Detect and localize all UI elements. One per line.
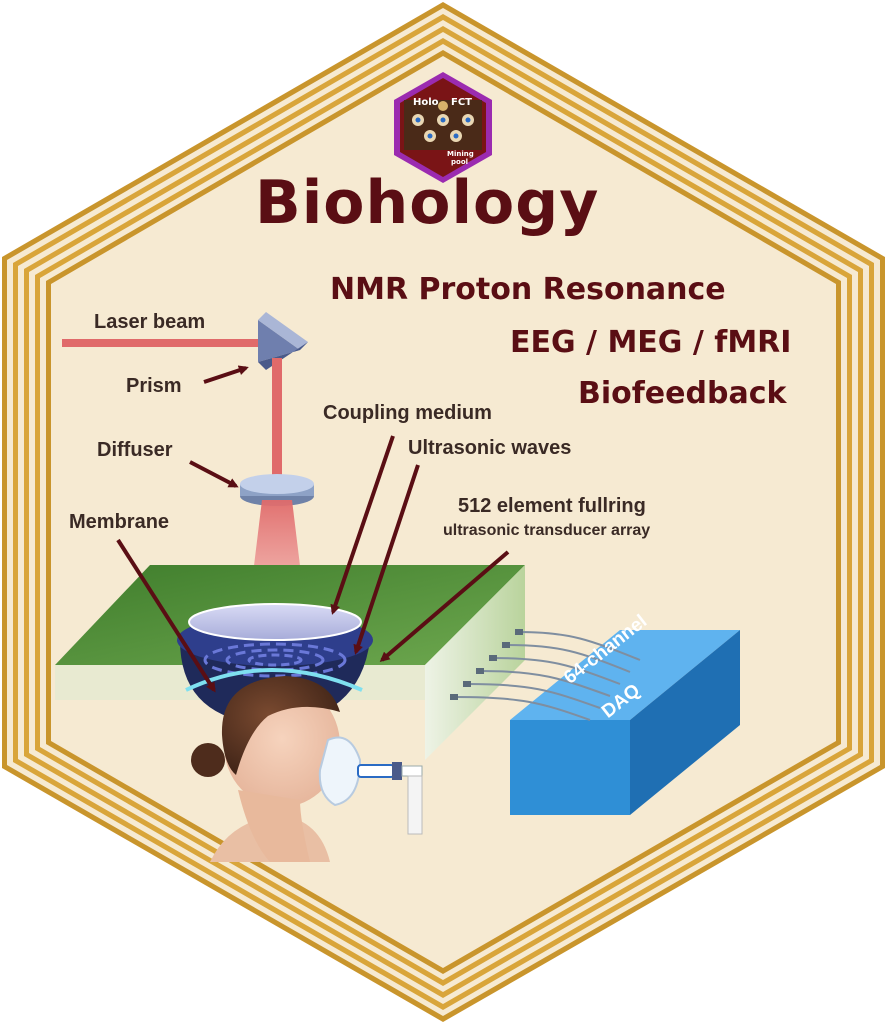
logo-bottom-line2: pool	[451, 158, 469, 166]
daq-wires	[454, 631, 641, 721]
page-title: Biohology	[255, 168, 600, 238]
label-transducer-line1: 512 element fullring	[458, 495, 646, 517]
daq-box	[510, 630, 740, 815]
label-prism: Prism	[126, 375, 182, 397]
label-ultrasonic-waves: Ultrasonic waves	[408, 437, 572, 459]
subtitle-imaging: EEG / MEG / fMRI	[510, 325, 792, 360]
subtitle-nmr: NMR Proton Resonance	[330, 272, 726, 307]
pointer-arrows	[116, 365, 510, 693]
diffuser-shape	[240, 474, 314, 506]
wire-connectors	[450, 629, 523, 700]
laser-beam-vertical	[272, 358, 282, 478]
label-coupling-medium: Coupling medium	[323, 402, 492, 424]
patient-figure	[191, 676, 423, 862]
logo-left-text: Holo	[413, 97, 439, 108]
subtitle-biofeedback: Biofeedback	[578, 376, 787, 411]
logo-bottom-line1: Mining	[447, 150, 474, 158]
label-diffuser: Diffuser	[97, 439, 173, 461]
label-membrane: Membrane	[69, 511, 170, 533]
label-laser-beam: Laser beam	[94, 311, 206, 333]
label-transducer-line2: ultrasonic transducer array	[443, 522, 651, 539]
laser-beam-horizontal	[62, 339, 268, 347]
logo-right-text: FCT	[451, 97, 472, 108]
prism-shape	[258, 312, 308, 370]
holo-fct-logo	[394, 72, 492, 183]
